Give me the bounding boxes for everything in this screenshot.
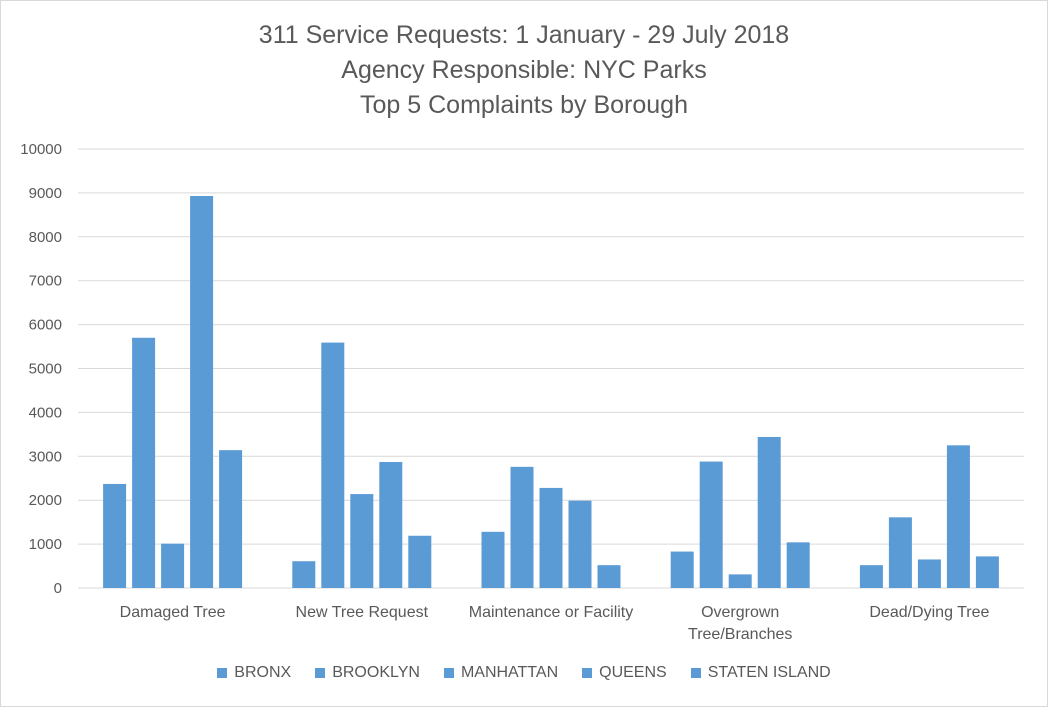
x-tick-label: New Tree Request — [296, 604, 429, 621]
bar-queens — [568, 500, 592, 588]
bar-bronx — [103, 483, 127, 588]
legend-label: BROOKLYN — [332, 664, 420, 681]
bar-queens — [379, 462, 403, 588]
y-tick-label: 2000 — [29, 492, 62, 509]
y-tick-label: 9000 — [29, 185, 62, 202]
legend-swatch — [582, 668, 593, 678]
bar-brooklyn — [321, 342, 345, 588]
bar-manhattan — [350, 494, 374, 588]
bar-manhattan — [161, 543, 185, 588]
y-tick-label: 4000 — [29, 404, 62, 421]
legend-swatch — [315, 668, 326, 678]
bar-queens — [946, 445, 970, 588]
chart-legend: BRONX BROOKLYN MANHATTAN QUEENS STATEN ISLAN… — [0, 664, 1048, 682]
legend-item: BRONX — [217, 664, 291, 682]
chart-title-line-2: Agency Responsible: NYC Parks — [341, 56, 707, 84]
chart-title-line-3: Top 5 Complaints by Borough — [360, 91, 688, 119]
legend-swatch — [443, 668, 454, 678]
y-tick-label: 6000 — [29, 317, 62, 334]
bar-brooklyn — [132, 337, 156, 588]
x-tick-label: Damaged Tree — [120, 604, 226, 621]
bar-staten-island — [975, 556, 999, 588]
chart-title: 311 Service Requests: 1 January - 29 Jul… — [0, 18, 1048, 123]
legend-label: STATEN ISLAND — [707, 664, 831, 681]
chart-title-line-1: 311 Service Requests: 1 January - 29 Jul… — [258, 21, 790, 49]
bar-manhattan — [917, 559, 941, 588]
y-tick-label: 5000 — [29, 361, 62, 378]
bar-bronx — [481, 531, 505, 588]
legend-item: STATEN ISLAND — [690, 664, 831, 682]
legend-label: MANHATTAN — [460, 664, 559, 681]
legend-item: BROOKLYN — [315, 664, 420, 682]
bar-manhattan — [539, 487, 563, 588]
y-tick-label: 8000 — [29, 229, 62, 246]
legend-label: BRONX — [234, 664, 292, 681]
legend-item: QUEENS — [582, 664, 667, 682]
x-tick-label: Maintenance or Facility — [469, 604, 634, 621]
y-tick-label: 3000 — [29, 448, 62, 465]
y-tick-label: 0 — [54, 580, 62, 597]
bar-brooklyn — [699, 461, 723, 588]
x-tick-label: Overgrown — [701, 604, 779, 621]
bar-bronx — [670, 551, 694, 588]
y-tick-label: 7000 — [29, 273, 62, 290]
bar-bronx — [292, 561, 316, 588]
bar-brooklyn — [888, 517, 912, 588]
legend-swatch — [690, 668, 701, 678]
legend-label: QUEENS — [599, 664, 667, 681]
bar-staten-island — [786, 542, 810, 588]
x-tick-label: Tree/Branches — [688, 626, 792, 643]
bar-staten-island — [597, 565, 621, 588]
legend-item: MANHATTAN — [443, 664, 559, 682]
bar-manhattan — [728, 574, 752, 588]
bar-staten-island — [219, 450, 243, 588]
bar-staten-island — [408, 535, 432, 588]
y-tick-label: 10000 — [20, 141, 62, 158]
bar-queens — [190, 195, 214, 588]
bar-queens — [757, 436, 781, 588]
bar-bronx — [859, 565, 883, 588]
x-tick-label: Dead/Dying Tree — [869, 604, 989, 621]
legend-swatch — [217, 668, 228, 678]
bar-brooklyn — [510, 466, 534, 588]
y-tick-label: 1000 — [29, 536, 62, 553]
